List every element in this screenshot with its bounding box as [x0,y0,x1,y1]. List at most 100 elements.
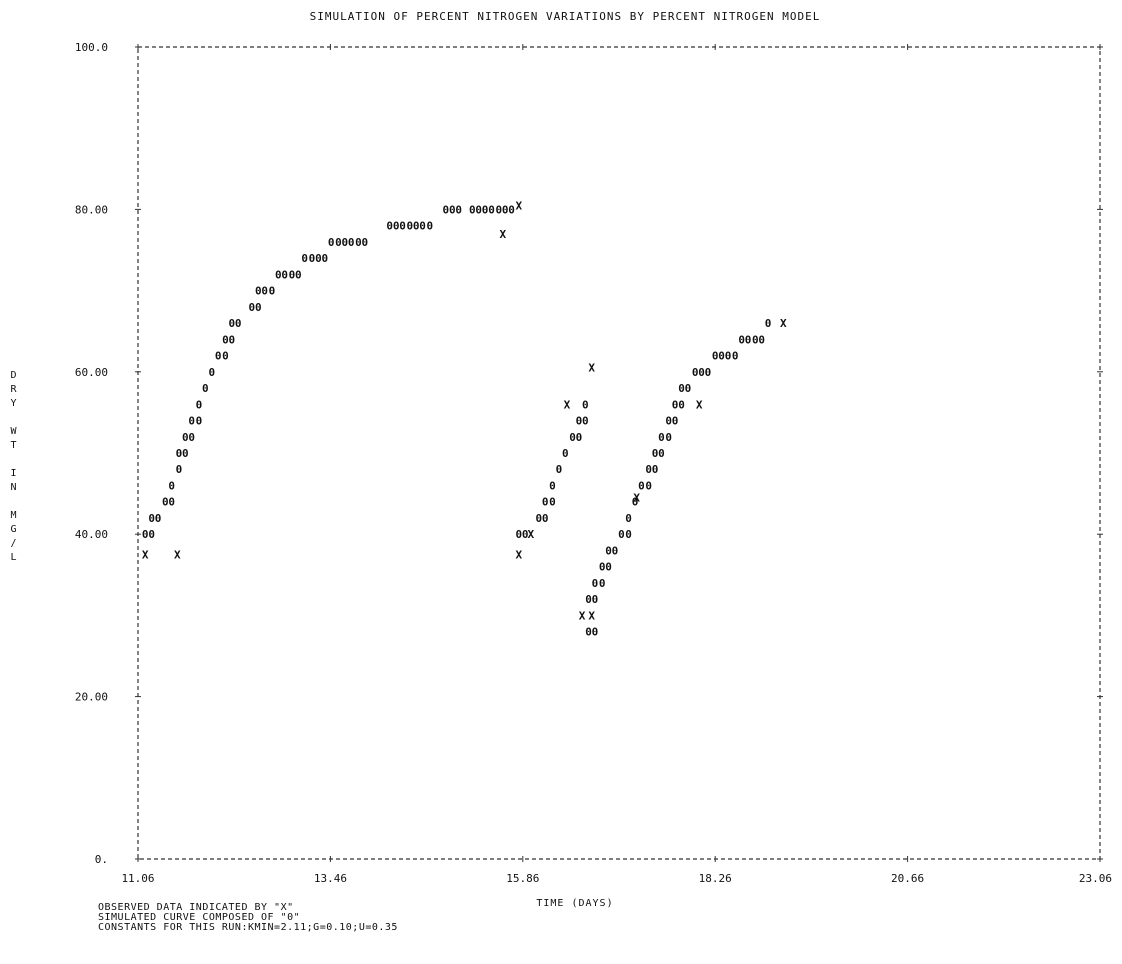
simulated-point: 0 [255,285,262,298]
simulated-point: 0 [515,528,522,541]
observed-point: X [588,609,595,622]
observed-point: X [515,549,522,562]
simulated-point: 0 [605,544,612,557]
y-axis-ticks: 0. 20.00 40.00 60.00 80.00 100.0 [75,41,1103,866]
y-tick-label: 40.00 [75,528,108,541]
simulated-point: 0 [399,220,406,233]
observed-point: X [696,398,703,411]
simulated-point: 0 [576,431,583,444]
simulated-point: 0 [455,203,462,216]
y-label-letter: W [10,426,17,437]
simulated-point: 0 [508,203,515,216]
x-tick-label: 11.06 [121,872,154,885]
x-tick-label: 18.26 [699,872,732,885]
simulated-point: 0 [255,301,262,314]
simulated-point: 0 [176,447,183,460]
simulated-point: 0 [618,528,625,541]
simulated-point: 0 [712,350,719,363]
simulated-point: 0 [443,203,450,216]
simulated-point: 0 [449,203,456,216]
simulated-point: 0 [301,252,308,265]
simulated-point: 0 [281,268,288,281]
simulated-point: 0 [592,577,599,590]
simulated-point: 0 [482,203,489,216]
y-label-letter: Y [10,398,17,409]
simulated-point: 0 [413,220,420,233]
simulated-point: 0 [658,447,665,460]
y-tick-label: 20.00 [75,691,108,704]
simulated-point: 0 [328,236,335,249]
observed-point: X [174,549,181,562]
y-tick-label: 80.00 [75,203,108,216]
observed-point: X [515,199,522,212]
simulated-point: 0 [752,333,759,346]
simulated-point: 0 [208,366,215,379]
observed-point: X [499,228,506,241]
simulated-point: 0 [542,496,549,509]
simulated-point: 0 [658,431,665,444]
y-label-letter: N [10,482,17,493]
simulated-point: 0 [599,577,606,590]
simulated-point: 0 [732,350,739,363]
simulated-point: 0 [645,479,652,492]
simulated-point: 0 [348,236,355,249]
simulated-point: 0 [542,512,549,525]
simulated-point: 0 [249,301,256,314]
simulated-point: 0 [196,415,203,428]
x-tick-label: 20.66 [891,872,924,885]
x-tick-label: 15.86 [506,872,539,885]
simulated-point: 0 [738,333,745,346]
simulated-point: 0 [758,333,765,346]
simulated-point: 0 [475,203,482,216]
simulated-point: 0 [148,528,155,541]
simulated-point: 0 [188,415,195,428]
simulated-point: 0 [605,561,612,574]
y-label-letter: G [10,524,17,535]
simulated-point: 0 [678,382,685,395]
observed-point: X [579,609,586,622]
simulated-point: 0 [685,382,692,395]
plot-frame [137,46,1101,860]
simulated-point: 0 [569,431,576,444]
note-observed: OBSERVED DATA INDICATED BY "X" [98,902,294,913]
simulated-point: 0 [698,366,705,379]
simulated-point: 0 [585,626,592,639]
simulated-point: 0 [228,317,235,330]
simulated-point: 0 [168,479,175,492]
simulated-point: 0 [261,285,268,298]
simulated-point: 0 [549,479,556,492]
y-label-letter: I [10,468,17,479]
simulated-point: 0 [625,528,632,541]
simulated-point: 0 [188,431,195,444]
simulated-point: 0 [315,252,322,265]
simulated-point: 0 [576,415,583,428]
simulated-point: 0 [612,544,619,557]
y-label-letter: L [10,552,17,563]
simulated-point: 0 [582,415,589,428]
simulated-point: 0 [765,317,772,330]
y-tick-label: 100.0 [75,41,108,54]
simulated-point: 0 [321,252,328,265]
simulated-point: 0 [176,463,183,476]
simulated-point: 0 [625,512,632,525]
observed-point: X [564,398,571,411]
simulated-point: 0 [725,350,732,363]
simulated-point: 0 [215,350,222,363]
simulated-point: 0 [502,203,509,216]
simulated-point: 0 [162,496,169,509]
simulated-point: 0 [672,415,679,428]
simulated-point: 0 [426,220,433,233]
simulated-point: 0 [148,512,155,525]
simulated-point: 0 [289,268,296,281]
simulated-point: 0 [182,431,189,444]
simulated-point: 0 [295,268,302,281]
simulated-point: 0 [275,268,282,281]
run-notes: OBSERVED DATA INDICATED BY "X" SIMULATED… [98,903,398,933]
simulated-point: 0 [469,203,476,216]
simulated-point: 0 [488,203,495,216]
x-tick-label: 23.06 [1079,872,1112,885]
simulated-point: 0 [585,593,592,606]
